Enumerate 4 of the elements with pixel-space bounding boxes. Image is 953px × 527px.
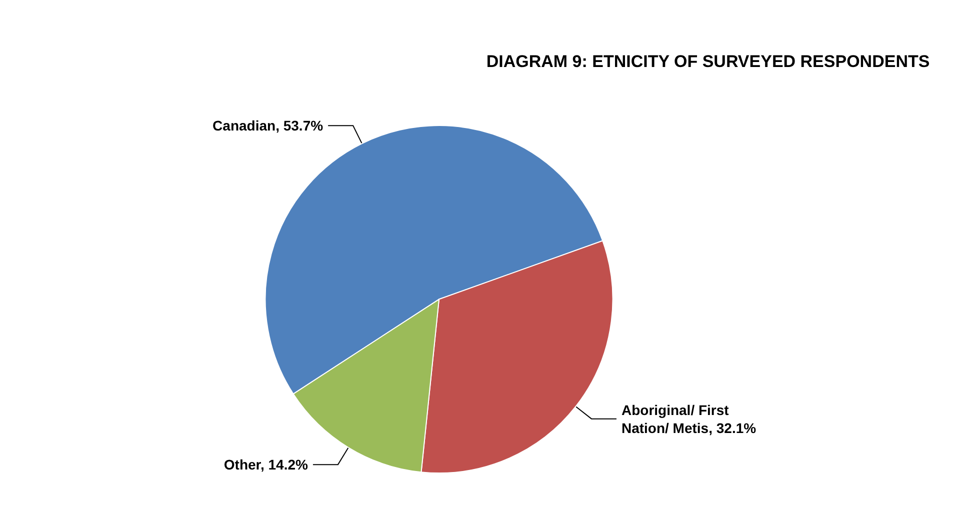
slice-label: Canadian, 53.7%: [212, 118, 324, 134]
slice-label: Other, 14.2%: [224, 456, 309, 473]
slice-label: Aboriginal/ First Nation/ Metis, 32.1%: [621, 402, 757, 436]
chart-title: DIAGRAM 9: ETNICITY OF SURVEYED RESPONDENTS: [486, 52, 930, 71]
